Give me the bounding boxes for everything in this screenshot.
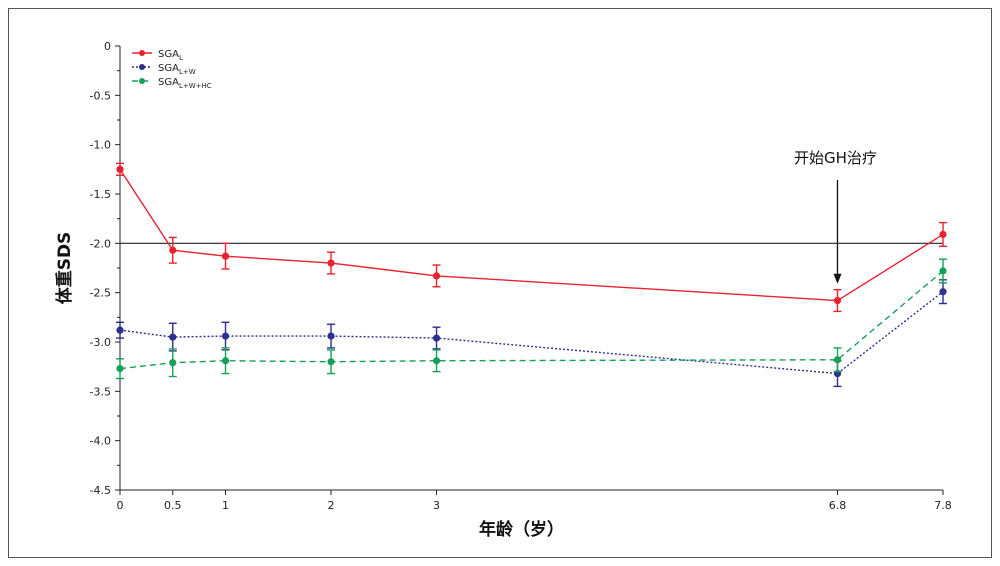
- legend-label-sub: L+W+HC: [179, 82, 212, 90]
- data-point: [327, 259, 335, 267]
- data-point: [221, 357, 230, 365]
- y-tick-label: -0.5: [90, 89, 111, 102]
- series-3: [116, 258, 947, 380]
- legend-label: SGAL+W+HC: [158, 77, 212, 90]
- annotations: 开始GH治疗: [794, 149, 877, 284]
- y-tick-label: 0: [104, 40, 111, 53]
- y-tick-label: -3.0: [90, 336, 111, 349]
- x-tick-label: 3: [433, 499, 440, 512]
- x-tick-label: 7.8: [934, 499, 952, 512]
- chart-frame: 0 -0.5 -1.0 -1.5 -2.0 -2.5 -3.0 -3.5 -4.0 -4.5 0 0.…: [8, 8, 992, 558]
- data-point: [327, 332, 335, 340]
- series-layer: [116, 162, 947, 388]
- data-point: [327, 358, 335, 366]
- y-tick-label: -2.0: [90, 237, 111, 250]
- annotation-text: 开始GH治疗: [794, 149, 877, 167]
- data-point: [833, 356, 842, 364]
- data-point: [169, 359, 177, 367]
- data-point: [169, 246, 177, 254]
- x-axis-title: 年龄（岁）: [479, 519, 564, 540]
- data-point: [939, 230, 947, 239]
- x-tick-label: 1: [222, 499, 229, 512]
- legend-swatch-marker: [139, 64, 145, 70]
- data-point: [116, 326, 124, 334]
- legend-label-main: SGA: [158, 49, 179, 60]
- legend-label-sub: L: [179, 54, 183, 62]
- y-tick-label: -1.5: [90, 188, 111, 201]
- data-point: [432, 357, 441, 365]
- axes: 0 -0.5 -1.0 -1.5 -2.0 -2.5 -3.0 -3.5 -4.0 -4.5 0 0.…: [90, 40, 952, 512]
- legend-swatch-marker: [139, 50, 145, 56]
- x-tick-label: 2: [328, 499, 335, 512]
- y-tick-label: -2.5: [90, 287, 111, 300]
- data-point: [432, 272, 441, 280]
- y-tick-label: -3.5: [90, 385, 111, 398]
- legend-label-main: SGA: [158, 63, 179, 74]
- data-point: [432, 334, 441, 342]
- data-point: [116, 165, 124, 173]
- y-tick-label: -4.0: [90, 435, 111, 448]
- legend-label-sub: L+W: [179, 68, 196, 76]
- x-tick-label: 6.8: [829, 499, 847, 512]
- data-point: [939, 267, 947, 275]
- data-point: [939, 288, 947, 296]
- legend-label-main: SGA: [158, 77, 179, 88]
- data-point: [221, 332, 230, 340]
- annotation-arrow-head: [833, 273, 842, 284]
- legend-label: SGAL: [158, 49, 183, 62]
- data-point: [116, 365, 124, 373]
- chart-border: [8, 8, 992, 558]
- data-point: [221, 252, 230, 260]
- weight-sds-chart: 0 -0.5 -1.0 -1.5 -2.0 -2.5 -3.0 -3.5 -4.0 -4.5 0 0.…: [8, 8, 992, 558]
- legend-label: SGAL+W: [158, 63, 196, 76]
- data-point: [169, 333, 177, 341]
- x-tick-label: 0: [117, 499, 124, 512]
- y-tick-label: -1.0: [90, 139, 111, 152]
- y-tick-label: -4.5: [90, 484, 111, 497]
- series-1: [116, 162, 947, 313]
- data-point: [833, 296, 842, 305]
- y-axis-title: 体重SDS: [54, 232, 75, 305]
- x-tick-label: 0.5: [164, 499, 182, 512]
- legend-swatch-marker: [139, 78, 145, 84]
